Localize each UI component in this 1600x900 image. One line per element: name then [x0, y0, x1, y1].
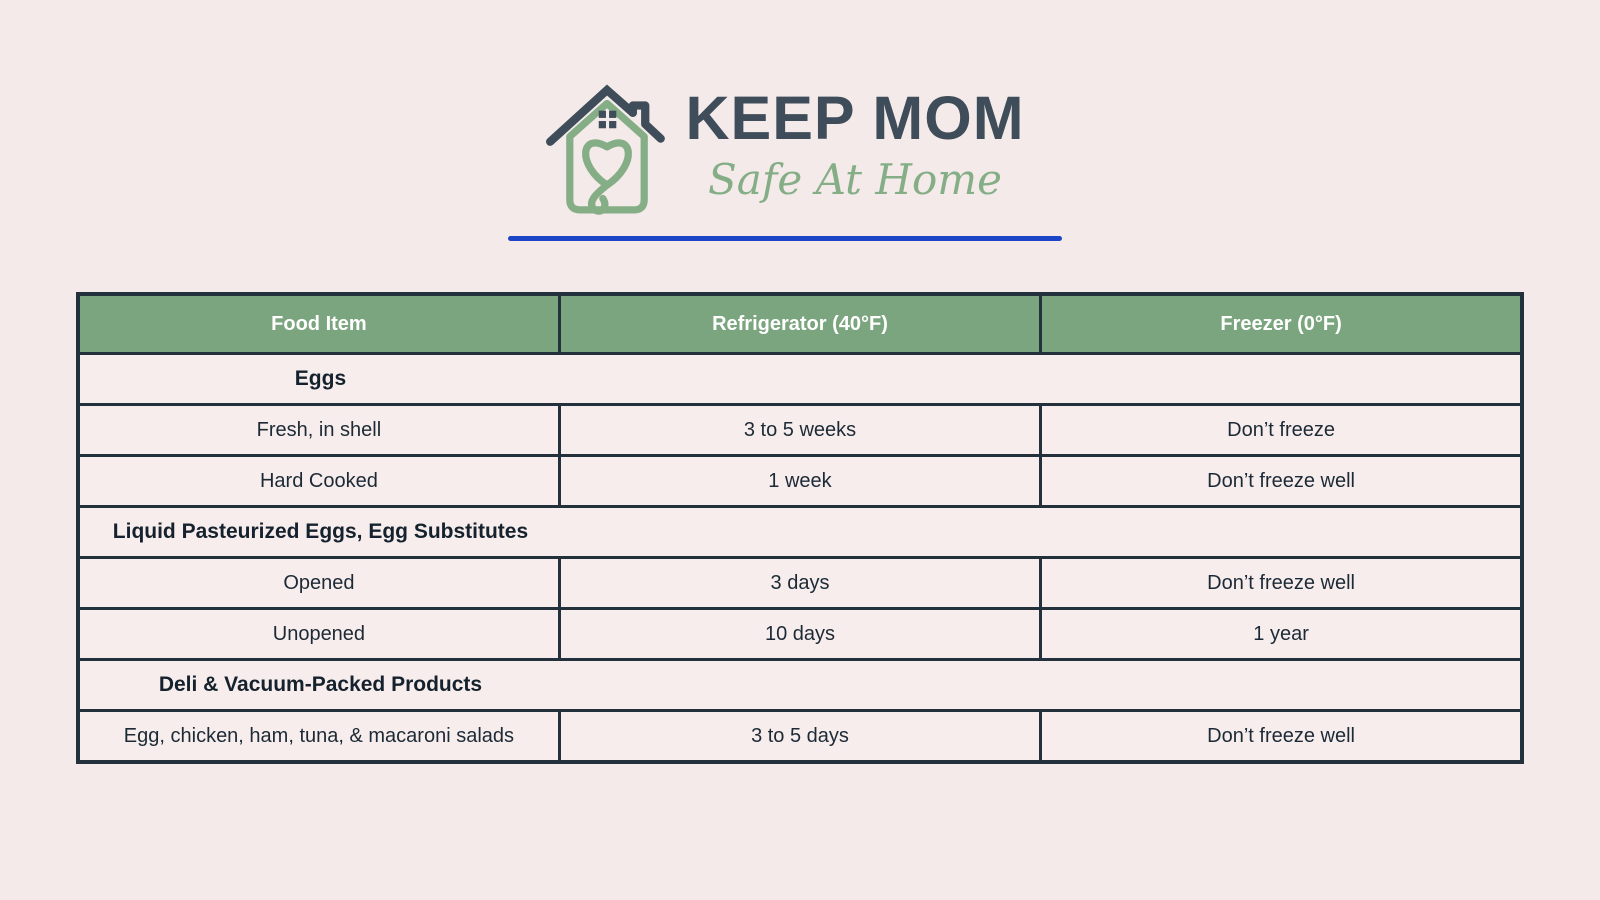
food-storage-table-container: Food Item Refrigerator (40°F) Freezer (0…	[76, 292, 1524, 764]
cell-refrigerator: 3 to 5 days	[557, 709, 1043, 764]
blue-divider-line	[508, 236, 1062, 241]
table-row: Hard Cooked 1 week Don’t freeze well	[76, 454, 1524, 508]
logo: KEEP MOM Safe At Home	[508, 78, 1062, 224]
table-row: Egg, chicken, ham, tuna, & macaroni sala…	[76, 709, 1524, 764]
table-row: Unopened 10 days 1 year	[76, 607, 1524, 661]
cell-food-item: Fresh, in shell	[76, 403, 561, 457]
cell-freezer: Don’t freeze well	[1039, 709, 1524, 764]
section-row-liquid-pasteurized-eggs: Liquid Pasteurized Eggs, Egg Substitutes	[76, 505, 1524, 559]
cell-freezer: Don’t freeze well	[1039, 556, 1524, 610]
section-row-deli-vacuum-packed: Deli & Vacuum-Packed Products	[76, 658, 1524, 712]
section-row-eggs: Eggs	[76, 352, 1524, 406]
section-label: Deli & Vacuum-Packed Products	[158, 673, 483, 696]
table-row: Fresh, in shell 3 to 5 weeks Don’t freez…	[76, 403, 1524, 457]
section-label: Eggs	[294, 367, 347, 390]
logo-title: KEEP MOM	[685, 84, 1025, 152]
food-storage-table: Food Item Refrigerator (40°F) Freezer (0…	[76, 292, 1524, 764]
house-heart-icon	[545, 78, 669, 224]
cell-food-item: Egg, chicken, ham, tuna, & macaroni sala…	[76, 709, 561, 764]
cell-food-item: Hard Cooked	[76, 454, 561, 508]
header-cell-refrigerator: Refrigerator (40°F)	[557, 292, 1043, 355]
cell-freezer: 1 year	[1039, 607, 1524, 661]
logo-subtitle: Safe At Home	[708, 155, 1002, 204]
section-label: Liquid Pasteurized Eggs, Egg Substitutes	[112, 520, 529, 543]
cell-refrigerator: 1 week	[557, 454, 1043, 508]
cell-refrigerator: 10 days	[557, 607, 1043, 661]
cell-freezer: Don’t freeze well	[1039, 454, 1524, 508]
table-row: Opened 3 days Don’t freeze well	[76, 556, 1524, 610]
header-cell-freezer: Freezer (0°F)	[1039, 292, 1524, 355]
cell-food-item: Unopened	[76, 607, 561, 661]
cell-food-item: Opened	[76, 556, 561, 610]
cell-refrigerator: 3 days	[557, 556, 1043, 610]
logo-text-block: KEEP MOM Safe At Home	[685, 78, 1025, 205]
cell-refrigerator: 3 to 5 weeks	[557, 403, 1043, 457]
cell-freezer: Don’t freeze	[1039, 403, 1524, 457]
table-header-row: Food Item Refrigerator (40°F) Freezer (0…	[76, 292, 1524, 355]
logo-header: KEEP MOM Safe At Home	[508, 78, 1062, 241]
header-cell-food-item: Food Item	[76, 292, 561, 355]
